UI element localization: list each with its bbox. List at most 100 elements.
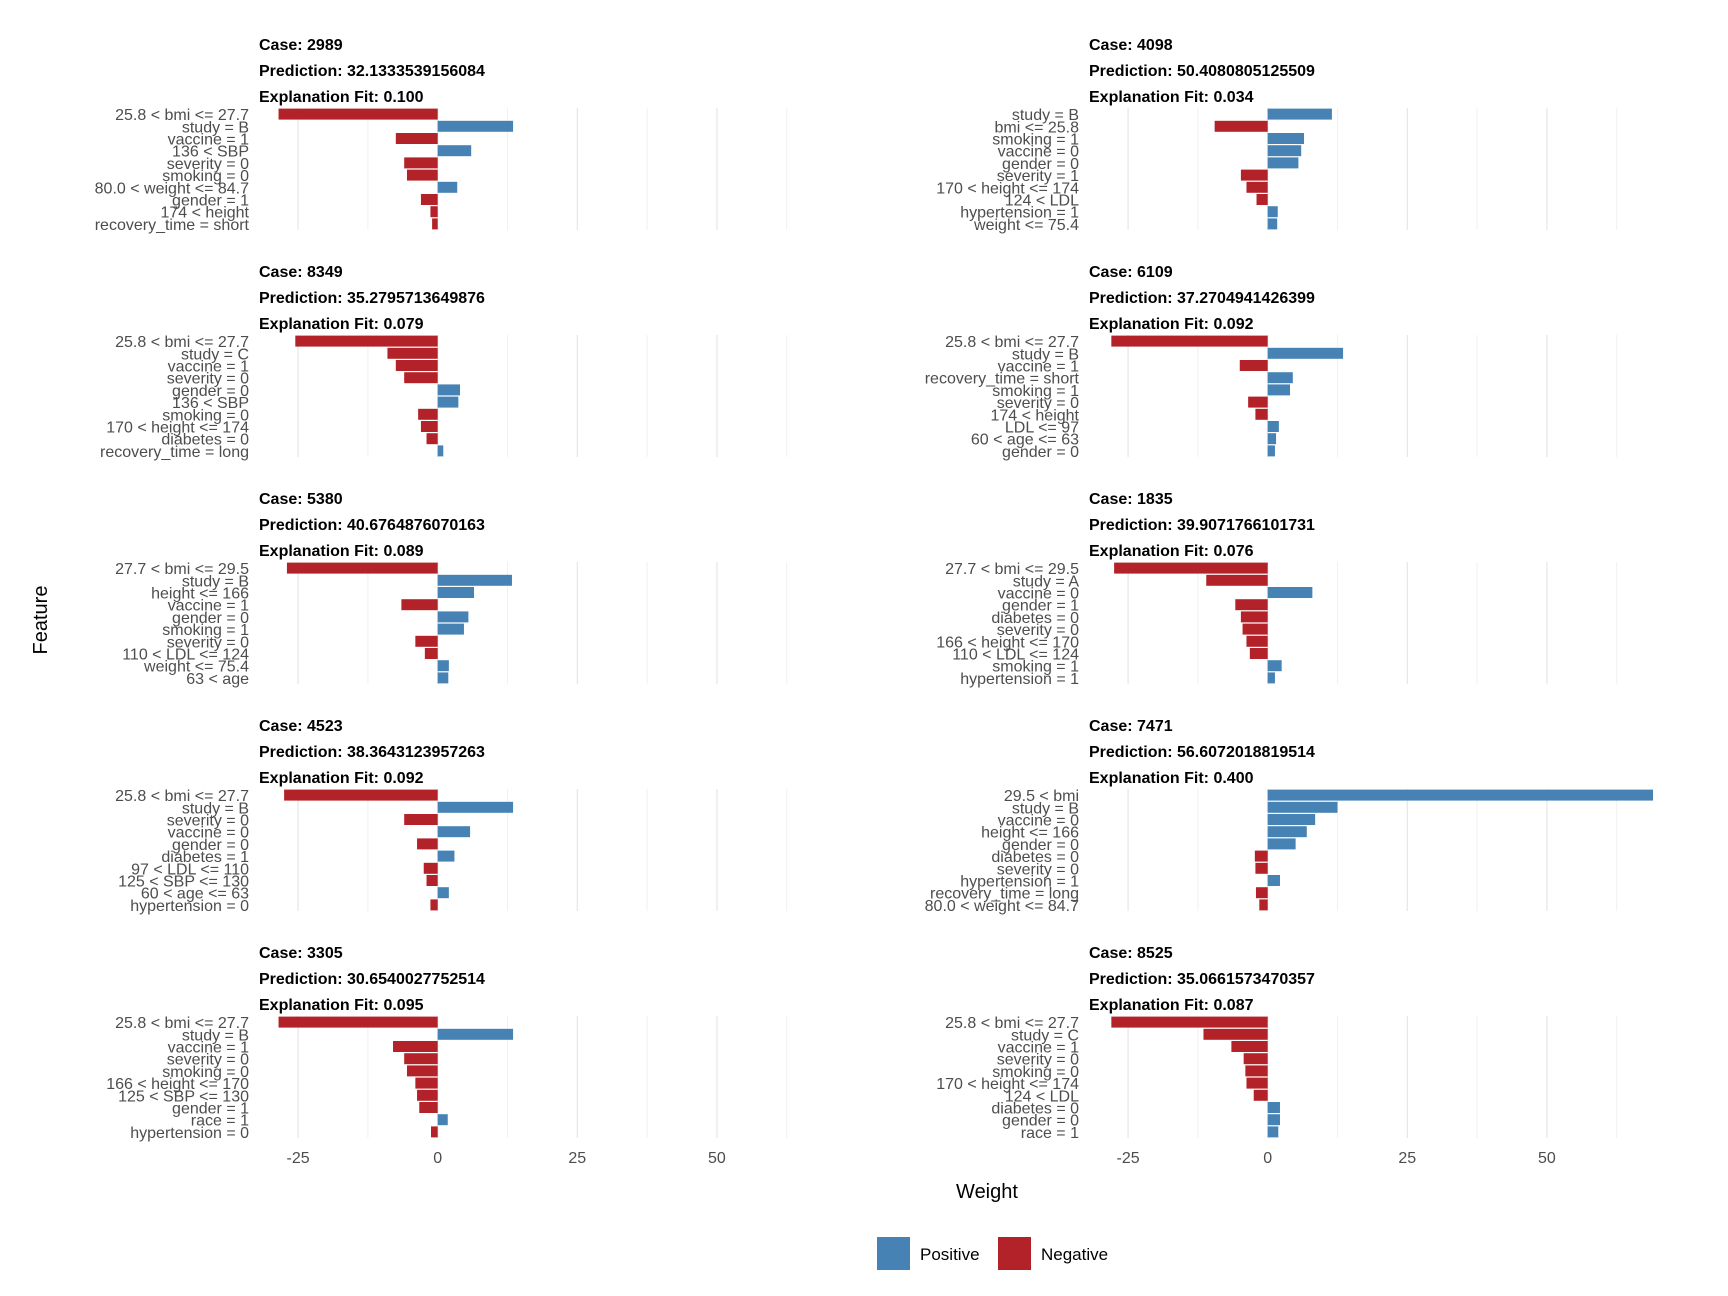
panel-case-title: Case: 7471 xyxy=(1089,718,1173,735)
bar-negative xyxy=(420,421,438,432)
bar-negative xyxy=(401,599,438,611)
bar-positive xyxy=(437,801,514,813)
feature-label: smoking = 0 xyxy=(992,1064,1079,1081)
bar-negative xyxy=(1240,611,1268,623)
feature-label: smoking = 0 xyxy=(162,407,249,424)
feature-label: vaccine = 1 xyxy=(168,1040,249,1057)
panel-10: Case: 8525 Prediction: 35.0661573470357 Ex… xyxy=(936,945,1618,1167)
panel-case-title: Case: 4523 xyxy=(259,718,343,735)
feature-label: severity = 0 xyxy=(167,156,249,173)
feature-label: vaccine = 0 xyxy=(998,813,1079,830)
bar-negative xyxy=(1254,850,1268,862)
y-axis-title: Feature xyxy=(30,586,52,655)
feature-label: gender = 0 xyxy=(1002,444,1079,461)
bar-negative xyxy=(1259,899,1268,911)
x-tick-label: -25 xyxy=(1117,1150,1140,1167)
bar-negative xyxy=(1255,887,1268,899)
panel-explanation-fit: Explanation Fit: 0.076 xyxy=(1089,543,1254,560)
bar-positive xyxy=(1267,672,1275,684)
panel-prediction: Prediction: 39.9071766101731 xyxy=(1089,517,1315,534)
feature-label: smoking = 1 xyxy=(992,383,1079,400)
bar-negative xyxy=(404,157,438,169)
bar-negative xyxy=(415,635,438,647)
feature-label: vaccine = 1 xyxy=(998,1040,1079,1057)
bar-positive xyxy=(1267,206,1278,218)
bar-positive xyxy=(1267,347,1344,359)
bar-positive xyxy=(437,145,472,157)
feature-label: 27.7 < bmi <= 29.5 xyxy=(115,561,249,578)
bar-negative xyxy=(432,218,438,230)
feature-label: vaccine = 1 xyxy=(168,132,249,149)
bar-positive xyxy=(437,587,474,598)
bar-negative xyxy=(278,108,438,120)
feature-label: 60 < age <= 63 xyxy=(971,432,1079,449)
bar-negative xyxy=(1111,335,1268,347)
legend-positive-label: Positive xyxy=(920,1245,980,1264)
bar-negative xyxy=(387,347,438,359)
panel-4: Case: 6109 Prediction: 37.2704941426399 Ex… xyxy=(925,264,1618,461)
feature-label: 170 < height <= 174 xyxy=(936,180,1079,197)
panel-explanation-fit: Explanation Fit: 0.089 xyxy=(259,543,424,560)
feature-label: 136 < SBP xyxy=(172,144,249,161)
panel-explanation-fit: Explanation Fit: 0.400 xyxy=(1089,770,1254,787)
bar-positive xyxy=(437,660,449,672)
bar-positive xyxy=(1267,801,1338,813)
feature-label: 25.8 < bmi <= 27.7 xyxy=(115,107,249,124)
bar-positive xyxy=(437,396,459,408)
panel-prediction: Prediction: 35.0661573470357 xyxy=(1089,971,1315,988)
feature-label: height <= 166 xyxy=(981,825,1079,842)
panel-explanation-fit: Explanation Fit: 0.034 xyxy=(1089,89,1254,106)
feature-label: 29.5 < bmi xyxy=(1004,788,1079,805)
feature-label: gender = 0 xyxy=(172,610,249,627)
bar-positive xyxy=(437,623,464,635)
bar-positive xyxy=(1267,218,1278,230)
feature-label: 170 < height <= 174 xyxy=(936,1076,1079,1093)
bar-positive xyxy=(1267,814,1316,825)
bar-negative xyxy=(1203,1028,1268,1040)
bar-negative xyxy=(417,838,438,850)
feature-label: hypertension = 1 xyxy=(960,205,1079,222)
feature-label: study = C xyxy=(181,346,249,363)
feature-label: vaccine = 1 xyxy=(998,359,1079,376)
bar-positive xyxy=(437,574,512,586)
feature-label: 27.7 < bmi <= 29.5 xyxy=(945,561,1079,578)
feature-label: 170 < height <= 174 xyxy=(106,420,249,437)
panel-prediction: Prediction: 56.6072018819514 xyxy=(1089,744,1315,761)
bar-negative xyxy=(278,1016,438,1028)
feature-label: diabetes = 0 xyxy=(991,1101,1079,1118)
bar-negative xyxy=(286,562,438,574)
feature-label: study = C xyxy=(1011,1027,1079,1044)
feature-label: 166 < height <= 170 xyxy=(106,1076,249,1093)
bar-negative xyxy=(404,1053,438,1065)
bar-negative xyxy=(1246,1077,1268,1089)
bar-negative xyxy=(404,372,438,384)
bar-negative xyxy=(1256,194,1268,205)
feature-label: height <= 166 xyxy=(151,586,249,603)
bar-negative xyxy=(1206,574,1268,586)
bar-negative xyxy=(404,814,438,825)
feature-label: smoking = 1 xyxy=(992,132,1079,149)
panel-case-title: Case: 4098 xyxy=(1089,37,1173,54)
bar-positive xyxy=(437,181,458,193)
bar-negative xyxy=(295,335,438,347)
panel-8: Case: 7471 Prediction: 56.6072018819514 Ex… xyxy=(925,718,1653,915)
feature-label: gender = 0 xyxy=(172,837,249,854)
bar-negative xyxy=(284,789,438,801)
bar-positive xyxy=(1267,157,1299,169)
bar-negative xyxy=(1242,623,1268,635)
panel-prediction: Prediction: 35.2795713649876 xyxy=(259,290,485,307)
feature-label: gender = 1 xyxy=(172,1101,249,1118)
feature-label: study = B xyxy=(182,800,249,817)
feature-label: gender = 0 xyxy=(1002,837,1079,854)
bar-positive xyxy=(1267,1126,1279,1138)
bar-positive xyxy=(1267,875,1280,886)
feature-label: 166 < height <= 170 xyxy=(936,634,1079,651)
feature-label: study = B xyxy=(1012,107,1079,124)
x-tick-label: -25 xyxy=(287,1150,310,1167)
panel-2: Case: 4098 Prediction: 50.4080805125509 Ex… xyxy=(936,37,1618,234)
feature-label: hypertension = 1 xyxy=(960,671,1079,688)
panel-explanation-fit: Explanation Fit: 0.087 xyxy=(1089,997,1254,1014)
feature-label: severity = 0 xyxy=(997,861,1079,878)
feature-label: 110 < LDL <= 124 xyxy=(122,647,249,664)
